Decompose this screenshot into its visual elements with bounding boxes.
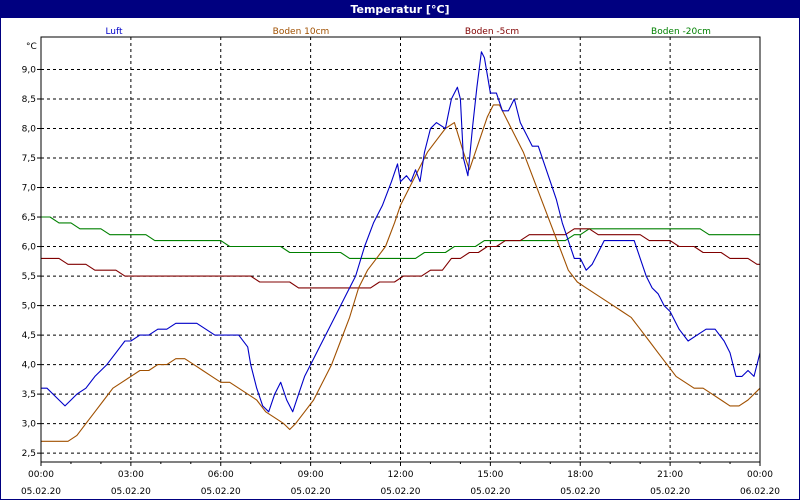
x-tick-time-label: 00:00 [28,470,54,480]
x-tick-time-label: 09:00 [298,470,324,480]
y-tick-label: 9,0 [22,65,37,75]
y-tick-label: 7,5 [22,154,36,164]
series-line-boden-10cm [41,104,761,442]
y-tick-label: 4,0 [22,361,37,371]
y-tick-label: 3,0 [22,420,37,430]
y-tick-label: 6,5 [22,213,36,223]
x-tick-date-label: 05.02.20 [470,487,510,497]
x-tick-time-label: 18:00 [567,470,593,480]
x-tick-time-label: 12:00 [388,470,414,480]
y-tick-label: 8,5 [22,95,36,105]
x-tick-date-label: 05.02.20 [21,487,61,497]
x-tick-date-label: 06.02.20 [740,487,780,497]
x-tick-time-label: 03:00 [118,470,144,480]
series-line-boden-20cm [41,216,760,259]
axis-ticks: 2,5 3,0 3,5 4,0 4,5 5,0 5,5 6,0 6,5 7,0 7,5 8,0 8,5 9… [21,65,780,497]
y-axis-unit-label: °C [26,42,37,52]
x-tick-date-label: 05.02.20 [560,487,600,497]
legend-entry: Boden 10cm [273,27,330,37]
y-tick-label: 2,5 [22,449,36,459]
series-line-boden-5cm [41,228,760,289]
legend-entry: Boden -5cm [465,27,519,37]
y-tick-label: 5,5 [22,272,36,282]
x-tick-time-label: 00:00 [747,470,773,480]
legend: Luft Boden 10cm Boden -5cm Boden -20cm [105,27,711,37]
x-tick-date-label: 05.02.20 [111,487,151,497]
series-line-luft [41,51,761,413]
y-tick-label: 6,0 [22,243,37,253]
y-tick-label: 3,5 [22,390,36,400]
x-tick-time-label: 15:00 [477,470,503,480]
legend-entry: Luft [105,27,123,37]
x-tick-time-label: 21:00 [657,470,683,480]
y-tick-label: 8,0 [22,124,37,134]
x-tick-date-label: 05.02.20 [650,487,690,497]
series-lines [41,51,761,442]
x-tick-time-label: 06:00 [208,470,234,480]
y-tick-label: 7,0 [22,184,37,194]
x-tick-date-label: 05.02.20 [291,487,331,497]
grid [41,37,760,462]
x-tick-date-label: 05.02.20 [380,487,420,497]
legend-entry: Boden -20cm [651,27,711,37]
y-tick-label: 5,0 [22,302,37,312]
x-tick-date-label: 05.02.20 [201,487,241,497]
chart-title: Temperatur [°C] [1,1,799,18]
y-tick-label: 4,5 [22,331,36,341]
